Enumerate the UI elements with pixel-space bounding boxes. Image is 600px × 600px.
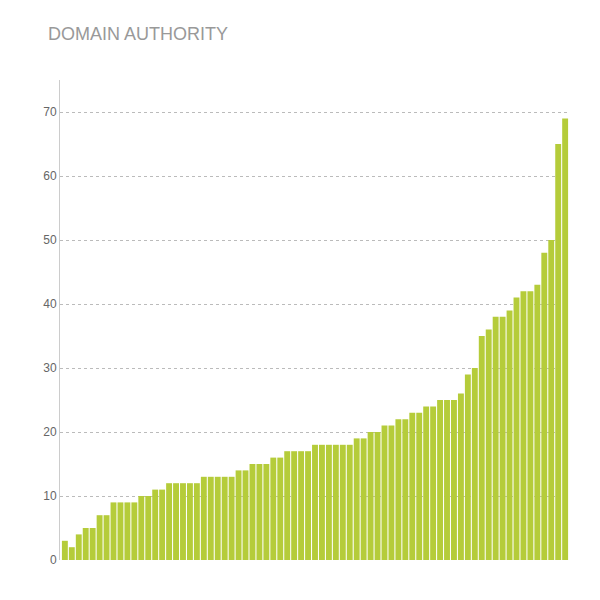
- svg-text:0: 0: [50, 553, 57, 567]
- svg-text:DOMAIN AUTHORITY: DOMAIN AUTHORITY: [48, 24, 228, 44]
- svg-text:70: 70: [43, 105, 57, 119]
- svg-text:60: 60: [43, 169, 57, 183]
- svg-text:10: 10: [43, 489, 57, 503]
- svg-text:50: 50: [43, 233, 57, 247]
- svg-text:30: 30: [43, 361, 57, 375]
- svg-text:20: 20: [43, 425, 57, 439]
- svg-text:40: 40: [43, 297, 57, 311]
